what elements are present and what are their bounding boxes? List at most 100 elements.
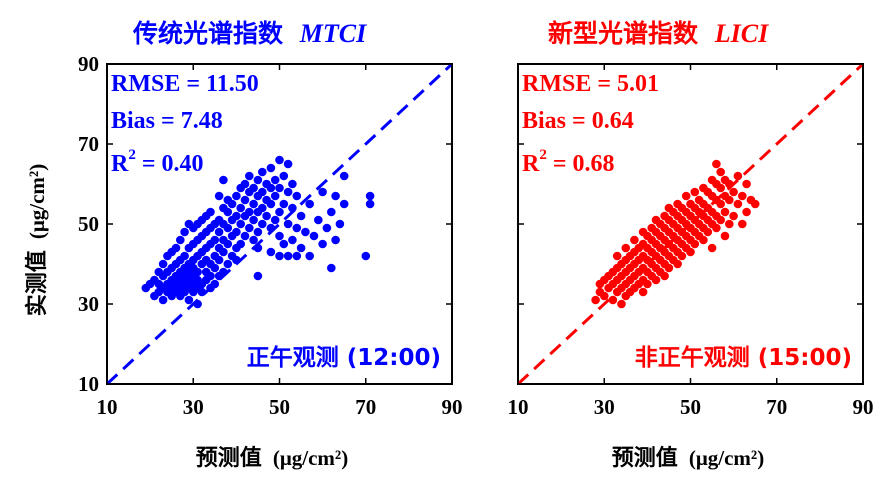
left-data-point <box>171 243 181 253</box>
left-rmse: RMSE = 11.50 <box>111 71 259 97</box>
right-data-point <box>729 187 738 197</box>
left-data-point <box>210 279 220 289</box>
right-data-point <box>608 295 618 305</box>
left-panel: 传统光谱指数 MTCI 10 30 50 70 90 10 30 50 70 90 RMSE = … <box>78 19 463 419</box>
right-data-point <box>716 183 725 193</box>
left-data-point <box>283 251 293 261</box>
right-data-point <box>738 191 747 201</box>
right-data-point <box>733 199 743 209</box>
left-data-point <box>193 267 202 277</box>
left-data-point <box>283 159 293 169</box>
right-data-point <box>591 295 600 305</box>
left-data-point <box>249 215 258 225</box>
left-data-point <box>331 191 340 201</box>
left-data-point <box>240 195 250 205</box>
right-data-point <box>725 219 734 229</box>
left-x-tick-label: 10 <box>97 395 118 419</box>
left-data-point <box>266 223 276 233</box>
left-data-point <box>361 251 371 261</box>
right-data-point <box>725 195 734 205</box>
right-data-point <box>651 275 661 285</box>
right-data-point <box>699 235 708 245</box>
left-data-point <box>292 191 302 201</box>
left-data-point <box>335 219 345 229</box>
left-data-point <box>249 183 258 193</box>
right-data-point <box>686 247 695 257</box>
right-data-point <box>703 227 713 237</box>
left-x-axis-label: 预测值 <box>196 445 262 471</box>
left-data-point <box>292 251 302 261</box>
right-rmse: RMSE = 5.01 <box>522 71 659 97</box>
y-axis-unit: (μg/cm²) <box>25 164 49 239</box>
left-data-point <box>339 171 349 181</box>
left-data-point <box>158 259 168 269</box>
left-data-point <box>318 239 327 249</box>
right-data-point <box>720 231 730 241</box>
right-annotation: 非正午观测 (15:00) <box>635 344 852 371</box>
left-y-tick-label: 30 <box>78 292 99 316</box>
left-data-point <box>339 199 349 209</box>
left-data-point <box>236 239 245 249</box>
left-data-point <box>214 255 224 265</box>
right-x-axis-label: 预测值 <box>612 445 678 471</box>
left-data-point <box>288 179 297 189</box>
left-r2: R2 = 0.40 <box>111 147 204 177</box>
left-title-text: 传统光谱指数 <box>132 19 284 48</box>
right-data-point <box>673 259 682 269</box>
left-data-point <box>279 171 289 181</box>
left-data-point <box>258 203 267 213</box>
left-data-point <box>292 223 302 233</box>
right-data-point <box>681 191 691 201</box>
right-data-point <box>638 287 648 297</box>
left-data-point <box>223 207 233 217</box>
left-data-point <box>258 219 267 229</box>
right-x-tick-label: 90 <box>853 395 874 419</box>
left-data-point <box>240 231 250 241</box>
left-panel-title: 传统光谱指数 MTCI <box>132 19 367 48</box>
right-data-point <box>617 299 626 309</box>
left-data-point <box>240 179 250 189</box>
left-data-point <box>305 199 315 209</box>
left-y-tick-label: 90 <box>78 52 99 76</box>
left-data-point <box>245 223 254 233</box>
left-y-tick-label: 50 <box>78 212 99 236</box>
left-data-point <box>206 207 215 217</box>
left-data-point <box>258 187 267 197</box>
right-data-point <box>660 271 669 281</box>
left-data-point <box>275 251 284 261</box>
right-x-tick-label: 30 <box>594 395 615 419</box>
left-bias: Bias = 7.48 <box>111 108 223 134</box>
right-data-point <box>621 243 631 253</box>
left-data-point <box>270 191 280 201</box>
left-data-point <box>275 231 284 241</box>
left-data-point <box>253 175 263 185</box>
left-x-axis-unit: (μg/cm²) <box>273 446 348 470</box>
left-data-point <box>288 235 297 245</box>
left-data-point <box>253 271 263 281</box>
left-data-point <box>275 155 284 165</box>
right-data-point <box>725 179 734 189</box>
right-data-point <box>612 251 622 261</box>
right-stats: RMSE = 5.01 Bias = 0.64 R2 = 0.68 <box>522 71 659 177</box>
right-data-point <box>690 239 700 249</box>
left-data-point <box>275 207 284 217</box>
left-data-point <box>305 251 315 261</box>
left-data-point <box>283 219 293 229</box>
left-data-point <box>232 211 241 221</box>
right-data-point <box>716 199 725 209</box>
left-data-point <box>365 199 375 209</box>
left-data-point <box>331 235 340 245</box>
right-data-point <box>712 159 721 169</box>
left-data-point <box>206 271 215 281</box>
y-axis-title: 实测值 (μg/cm²) <box>24 164 50 316</box>
left-data-point <box>176 235 185 245</box>
left-data-point <box>296 211 306 221</box>
right-data-point <box>729 211 738 221</box>
right-data-point <box>742 179 751 189</box>
left-data-point <box>219 267 228 277</box>
right-title-index: LICI <box>714 19 769 48</box>
left-data-point <box>296 243 306 253</box>
left-data-point <box>270 215 280 225</box>
left-annotation: 正午观测 (12:00) <box>247 344 441 371</box>
